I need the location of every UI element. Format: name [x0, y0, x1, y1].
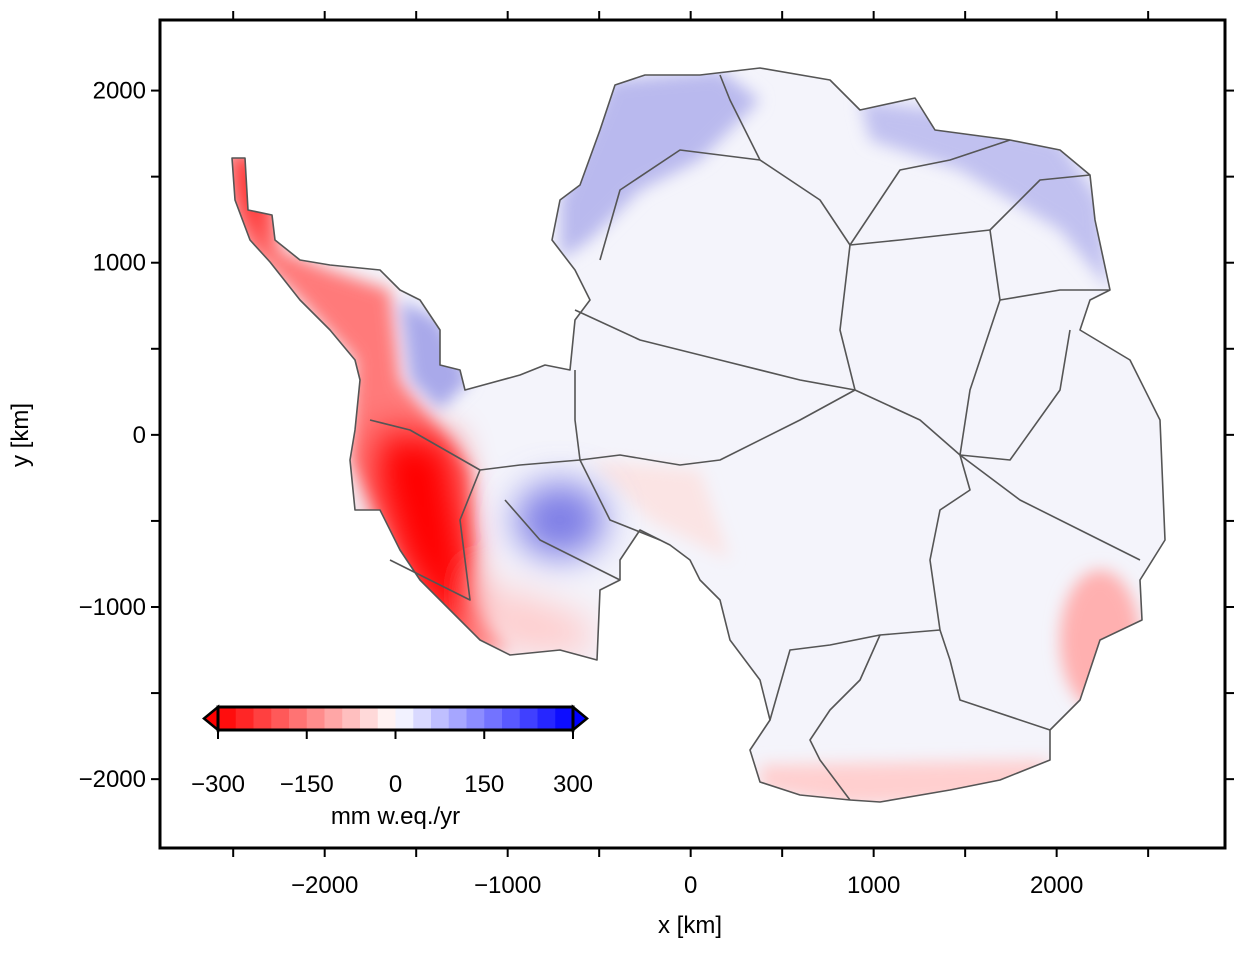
- colorbar-bin: [413, 707, 432, 730]
- colorbar-bin: [448, 707, 467, 730]
- colorbar-tick-label: −300: [191, 771, 245, 798]
- colorbar-tick-label: 150: [464, 771, 504, 798]
- colorbar-bin: [377, 707, 396, 730]
- colorbar-bin: [466, 707, 485, 730]
- y-tick-label: −2000: [79, 766, 146, 793]
- colorbar-extend-low: [202, 704, 220, 733]
- x-axis-label: x [km]: [658, 912, 722, 939]
- y-tick-label: 1000: [93, 250, 146, 277]
- basin-outlines: [231, 67, 1166, 803]
- x-tick-label: −1000: [474, 872, 541, 899]
- colorbar: −300 −150 0 150 300 mm w.eq./yr: [191, 704, 593, 830]
- colorbar-bin: [324, 707, 343, 730]
- y-axis-label: y [km]: [7, 403, 34, 467]
- colorbar-tick-label: 300: [553, 771, 593, 798]
- axes: −2000 −1000 0 1000 2000 −2000 −1000 0 1000 2000: [79, 11, 1234, 899]
- colorbar-bin: [253, 707, 272, 730]
- colorbar-bin: [502, 707, 521, 730]
- x-tick-label: 0: [684, 872, 697, 899]
- colorbar-bin: [519, 707, 538, 730]
- colorbar-bin: [306, 707, 325, 730]
- colorbar-extend-high: [571, 704, 589, 733]
- colorbar-bin: [555, 707, 574, 730]
- x-tick-label: −2000: [291, 872, 358, 899]
- colorbar-bin: [235, 707, 254, 730]
- colorbar-bin: [484, 707, 503, 730]
- colorbar-bin: [271, 707, 290, 730]
- colorbar-tick-label: 0: [389, 771, 402, 798]
- colorbar-bin: [342, 707, 361, 730]
- x-tick-label: 1000: [847, 872, 900, 899]
- colorbar-label: mm w.eq./yr: [331, 803, 460, 830]
- colorbar-bin: [537, 707, 556, 730]
- y-tick-label: 2000: [93, 78, 146, 105]
- x-tick-label: 2000: [1030, 872, 1083, 899]
- colorbar-bin: [431, 707, 450, 730]
- y-tick-label: −1000: [79, 594, 146, 621]
- colorbar-bin: [289, 707, 308, 730]
- colorbar-bin: [218, 707, 237, 730]
- colorbar-bin: [395, 707, 414, 730]
- colorbar-tick-label: −150: [280, 771, 334, 798]
- y-tick-label: 0: [133, 422, 146, 449]
- colorbar-bin: [360, 707, 379, 730]
